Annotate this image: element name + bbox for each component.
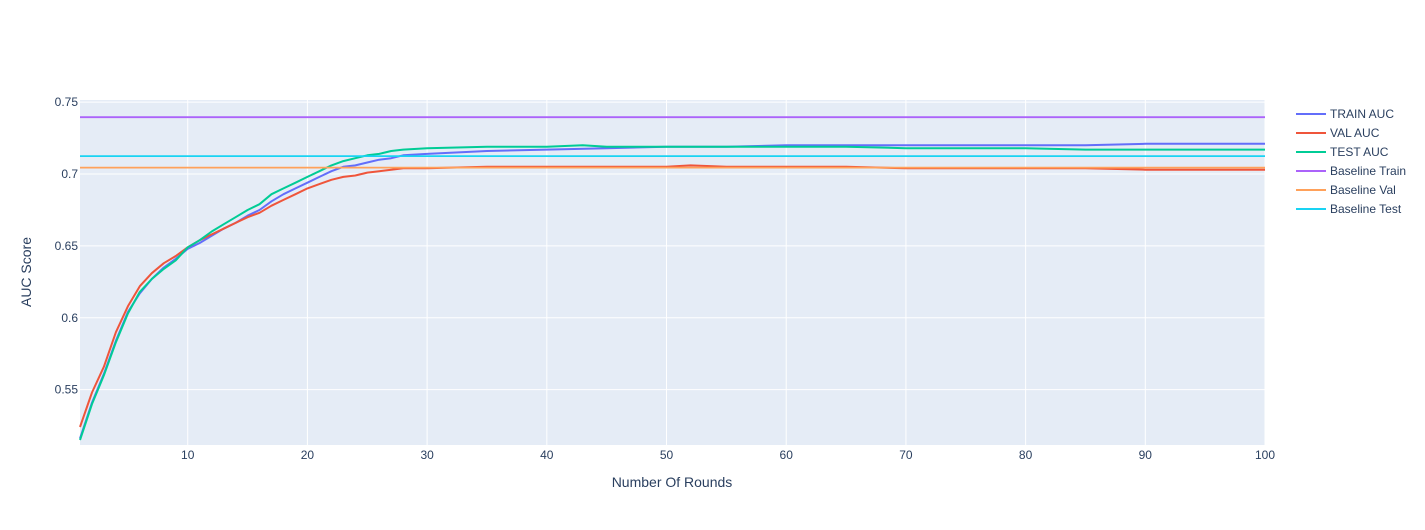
legend-item[interactable]: Baseline Test [1296, 202, 1402, 216]
legend-label: TEST AUC [1330, 145, 1389, 159]
series-line-0 [79, 142, 1265, 439]
y-axis-title: AUC Score [18, 237, 34, 307]
x-tick-label: 90 [1139, 448, 1153, 462]
legend-label: Baseline Train [1330, 164, 1406, 178]
y-tick-label: 0.75 [55, 95, 79, 109]
axes: 10 20 30 40 50 60 70 80 90 100 0.55 0.6 0.65 0.7 0.75 [55, 95, 1276, 462]
x-tick-label: 40 [540, 448, 554, 462]
legend-item[interactable]: VAL AUC [1296, 126, 1380, 140]
series-lines [79, 116, 1265, 441]
x-tick-label: 60 [780, 448, 794, 462]
y-tick-label: 0.6 [61, 311, 78, 325]
legend-label: VAL AUC [1330, 126, 1380, 140]
x-tick-label: 100 [1255, 448, 1275, 462]
y-tick-label: 0.55 [55, 383, 79, 397]
grid-lines [80, 100, 1266, 445]
x-tick-label: 10 [181, 448, 195, 462]
x-tick-label: 30 [420, 448, 434, 462]
y-tick-label: 0.65 [55, 239, 79, 253]
x-tick-label: 50 [660, 448, 674, 462]
legend-label: Baseline Test [1330, 202, 1402, 216]
legend-item[interactable]: Baseline Train [1296, 164, 1406, 178]
x-tick-label: 70 [899, 448, 913, 462]
series-line-2 [79, 144, 1265, 441]
legend-item[interactable]: Baseline Val [1296, 183, 1396, 197]
x-tick-label: 20 [301, 448, 315, 462]
x-axis-title: Number Of Rounds [612, 474, 733, 490]
legend-label: Baseline Val [1330, 183, 1396, 197]
x-tick-label: 80 [1019, 448, 1033, 462]
legend[interactable]: TRAIN AUC VAL AUC TEST AUC Baseline Train Ba… [1296, 107, 1406, 216]
legend-item[interactable]: TRAIN AUC [1296, 107, 1394, 121]
legend-item[interactable]: TEST AUC [1296, 145, 1389, 159]
y-tick-label: 0.7 [61, 167, 78, 181]
legend-label: TRAIN AUC [1330, 107, 1394, 121]
plot-area [80, 100, 1265, 445]
